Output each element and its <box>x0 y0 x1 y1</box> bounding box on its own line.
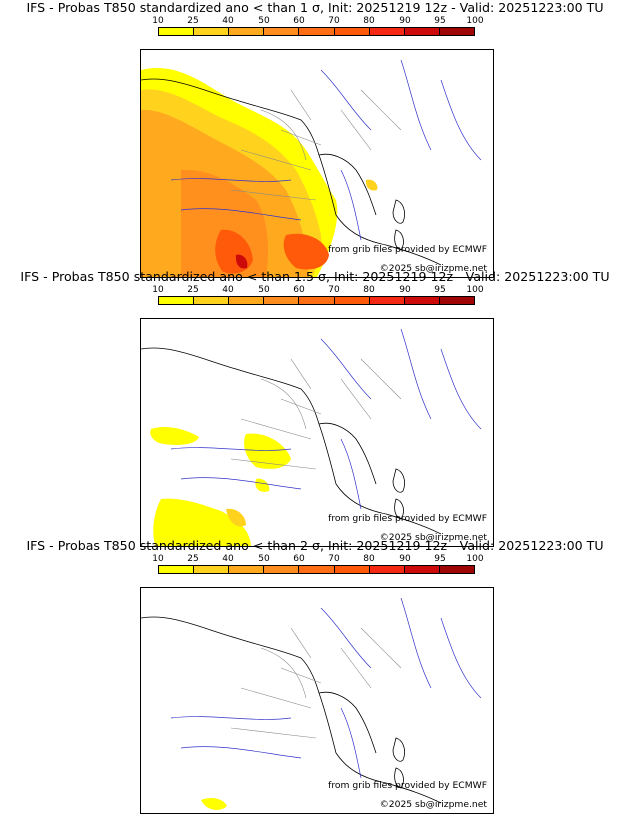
colorbar-label: 10 <box>152 554 164 564</box>
colorbar-segment <box>334 28 370 35</box>
probability-map: from grib files provided by ECMWF ©2025 … <box>140 318 494 547</box>
colorbar-labels: 10 25 40 50 60 70 80 90 95 100 <box>0 554 630 565</box>
colorbar-segment <box>159 566 195 573</box>
colorbar <box>158 27 475 36</box>
colorbar-segment <box>439 297 474 304</box>
copyright: ©2025 sb@irizpme.net <box>379 532 487 543</box>
colorbar-label: 50 <box>258 554 270 564</box>
colorbar-labels: 10 25 40 50 60 70 80 90 95 100 <box>0 16 630 27</box>
colorbar-label: 25 <box>187 285 199 295</box>
colorbar-segment <box>264 297 300 304</box>
colorbar-label: 80 <box>363 554 375 564</box>
colorbar-segment <box>194 297 230 304</box>
copyright: ©2025 sb@irizpme.net <box>379 799 487 810</box>
colorbar-segment <box>404 297 440 304</box>
panel-title: IFS - Probas T850 standardized ano < tha… <box>20 269 610 284</box>
map-panel-2: IFS - Probas T850 standardized ano < tha… <box>0 269 630 547</box>
colorbar-label: 100 <box>466 554 484 564</box>
colorbar-segment <box>299 297 335 304</box>
colorbar-segment <box>439 28 474 35</box>
colorbar-label: 70 <box>328 554 340 564</box>
source-credit: from grib files provided by ECMWF <box>328 780 487 791</box>
copyright: ©2025 sb@irizpme.net <box>379 263 487 274</box>
colorbar-label: 95 <box>434 554 446 564</box>
colorbar-label: 10 <box>152 16 164 26</box>
map-graphic <box>141 328 482 546</box>
colorbar-label: 50 <box>258 16 270 26</box>
colorbar-segment <box>299 566 335 573</box>
colorbar-segment <box>299 28 335 35</box>
colorbar-label: 90 <box>399 285 411 295</box>
probability-map: from grib files provided by ECMWF ©2025 … <box>140 49 494 278</box>
colorbar-label: 25 <box>187 554 199 564</box>
colorbar-label: 100 <box>466 16 484 26</box>
colorbar-label: 40 <box>222 16 234 26</box>
colorbar-label: 95 <box>434 16 446 26</box>
probability-map: from grib files provided by ECMWF ©2025 … <box>140 587 494 814</box>
colorbar-segment <box>264 566 300 573</box>
colorbar-label: 10 <box>152 285 164 295</box>
colorbar-segment <box>229 297 265 304</box>
colorbar-segment <box>229 566 265 573</box>
colorbar-segment <box>159 28 195 35</box>
colorbar-label: 60 <box>293 285 305 295</box>
colorbar-segment <box>229 28 265 35</box>
colorbar-segment <box>404 566 440 573</box>
colorbar-segment <box>334 566 370 573</box>
colorbar-label: 70 <box>328 285 340 295</box>
source-credit: from grib files provided by ECMWF <box>328 513 487 524</box>
colorbar-segment <box>369 566 405 573</box>
colorbar-label: 90 <box>399 554 411 564</box>
map-panel-1: IFS - Probas T850 standardized ano < tha… <box>0 0 630 278</box>
colorbar-label: 95 <box>434 285 446 295</box>
colorbar-segment <box>439 566 474 573</box>
colorbar-label: 40 <box>222 554 234 564</box>
map-panel-3: IFS - Probas T850 standardized ano < tha… <box>0 538 630 814</box>
colorbar-label: 70 <box>328 16 340 26</box>
colorbar-label: 60 <box>293 554 305 564</box>
colorbar-label: 90 <box>399 16 411 26</box>
colorbar-segment <box>264 28 300 35</box>
panel-title: IFS - Probas T850 standardized ano < tha… <box>26 0 604 15</box>
colorbar-label: 50 <box>258 285 270 295</box>
map-graphic <box>141 59 482 277</box>
colorbar-label: 60 <box>293 16 305 26</box>
colorbar <box>158 296 475 305</box>
colorbar-segment <box>194 566 230 573</box>
colorbar-segment <box>334 297 370 304</box>
colorbar-label: 25 <box>187 16 199 26</box>
colorbar-label: 40 <box>222 285 234 295</box>
colorbar-segment <box>404 28 440 35</box>
colorbar-label: 80 <box>363 285 375 295</box>
colorbar-label: 80 <box>363 16 375 26</box>
colorbar-segment <box>159 297 195 304</box>
colorbar-segment <box>369 28 405 35</box>
map-graphic <box>141 597 482 810</box>
colorbar-segment <box>194 28 230 35</box>
colorbar-label: 100 <box>466 285 484 295</box>
colorbar-labels: 10 25 40 50 60 70 80 90 95 100 <box>0 285 630 296</box>
colorbar-segment <box>369 297 405 304</box>
source-credit: from grib files provided by ECMWF <box>328 244 487 255</box>
colorbar <box>158 565 475 574</box>
panel-title: IFS - Probas T850 standardized ano < tha… <box>26 538 604 553</box>
